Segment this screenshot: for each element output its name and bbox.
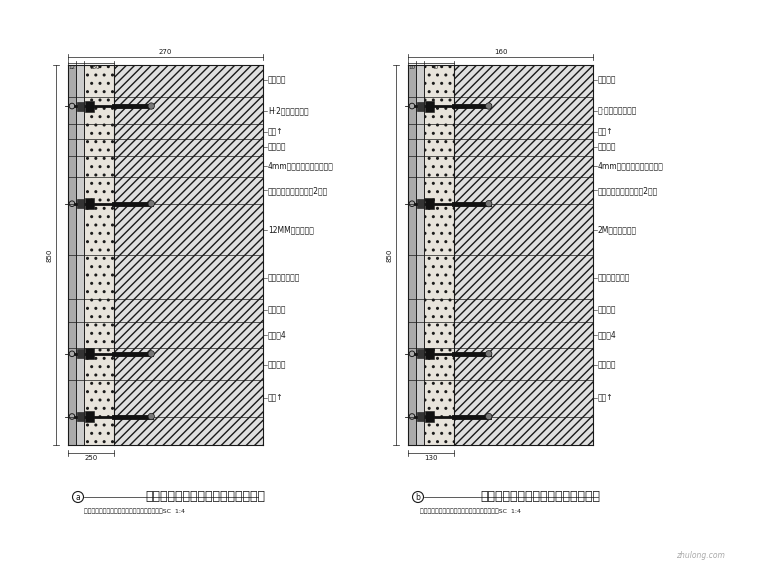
Bar [454,65,593,445]
Text: 2M厂厚无毒胶材: 2M厂厚无毒胶材 [598,226,637,235]
Text: zhulong.com: zhulong.com [676,551,724,560]
Bar [85,348,94,359]
Circle shape [486,351,492,357]
Text: 板缝↑: 板缝↑ [598,393,613,402]
Bar [425,198,434,209]
Bar [68,65,76,445]
Text: 10: 10 [409,65,416,70]
Bar [417,199,424,208]
Bar [77,412,84,421]
Text: 内置螺丝: 内置螺丝 [598,361,616,370]
Bar [85,100,94,112]
Text: 4mm不锈钢挂件（主挂钩）: 4mm不锈钢挂件（主挂钩） [598,161,664,170]
Bar [85,198,94,209]
Text: 镀锌螺钉（二个止封垫2个）: 镀锌螺钉（二个止封垫2个） [268,186,328,195]
Text: b: b [416,492,420,502]
Text: 干挂瓷砖标准分格级剖节点图（一）: 干挂瓷砖标准分格级剖节点图（一） [145,491,265,503]
Text: 板缝↑: 板缝↑ [268,393,283,402]
Bar [76,65,84,445]
Text: 850: 850 [387,249,393,262]
Circle shape [148,201,154,207]
Text: 橡胶垫片: 橡胶垫片 [268,142,287,151]
Circle shape [486,201,492,207]
Text: 防锈底层: 防锈底层 [598,306,616,315]
Text: 瓷漆条4: 瓷漆条4 [268,330,287,339]
Text: 干挂瓷砖标准分格级剖节点图（二）: 干挂瓷砖标准分格级剖节点图（二） [480,491,600,503]
Text: 防锈底层: 防锈底层 [268,306,287,315]
Circle shape [486,413,492,420]
Bar [425,348,434,359]
Text: 160: 160 [494,49,507,55]
Text: a: a [76,492,81,502]
Bar [77,349,84,359]
Bar [424,65,454,445]
Bar [417,101,424,111]
Text: 板缝↑: 板缝↑ [598,127,613,136]
Circle shape [148,351,154,357]
Text: 注：结构示大面瓷砖标准设置节点，采用比例数SC  1:4: 注：结构示大面瓷砖标准设置节点，采用比例数SC 1:4 [420,508,521,514]
Text: 内置螺丝: 内置螺丝 [268,361,287,370]
Text: 40: 40 [432,65,439,70]
Bar [425,100,434,112]
Text: H·2钢板底座螺栓: H·2钢板底座螺栓 [268,106,309,115]
Text: 850: 850 [47,249,53,262]
Text: 把豆钢筋力结线: 把豆钢筋力结线 [598,273,630,282]
Text: 4mm不锈钢挂件（主挂钩）: 4mm不锈钢挂件（主挂钩） [268,161,334,170]
Bar [417,412,424,421]
Circle shape [148,103,154,109]
Bar [85,411,94,422]
Bar [114,65,263,445]
Bar [425,411,434,422]
Text: 板缝↑: 板缝↑ [268,127,283,136]
Text: 半·长钢板底座螺栓: 半·长钢板底座螺栓 [598,106,638,115]
Bar [77,101,84,111]
Circle shape [486,103,492,109]
Text: 130: 130 [424,455,438,461]
Text: 注：结构示大面瓷砖标准设置节点，采用比例数SC  1:4: 注：结构示大面瓷砖标准设置节点，采用比例数SC 1:4 [84,508,185,514]
Text: 180: 180 [90,65,100,70]
Text: 镀锌螺钉（二个止封垫2个）: 镀锌螺钉（二个止封垫2个） [598,186,658,195]
Text: 250: 250 [84,455,97,461]
Bar [417,349,424,359]
Bar [408,65,416,445]
Bar [84,65,114,445]
Text: 270: 270 [159,49,173,55]
Text: 橡胶垫片: 橡胶垫片 [598,142,616,151]
Text: 12: 12 [68,65,75,70]
Text: 把豆钢筋力结线: 把豆钢筋力结线 [268,273,300,282]
Circle shape [148,413,154,420]
Bar [416,65,424,445]
Text: 12MM厚无毒胶材: 12MM厚无毒胶材 [268,226,314,235]
Bar [77,199,84,208]
Text: 瓷漆条4: 瓷漆条4 [598,330,617,339]
Text: 内置螺丝: 内置螺丝 [268,76,287,85]
Text: 内置螺丝: 内置螺丝 [598,76,616,85]
